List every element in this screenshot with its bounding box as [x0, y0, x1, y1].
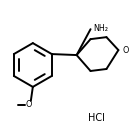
Text: NH₂: NH₂ [93, 24, 109, 33]
Text: O: O [122, 46, 129, 55]
Text: HCl: HCl [88, 113, 105, 123]
Text: O: O [26, 100, 32, 109]
